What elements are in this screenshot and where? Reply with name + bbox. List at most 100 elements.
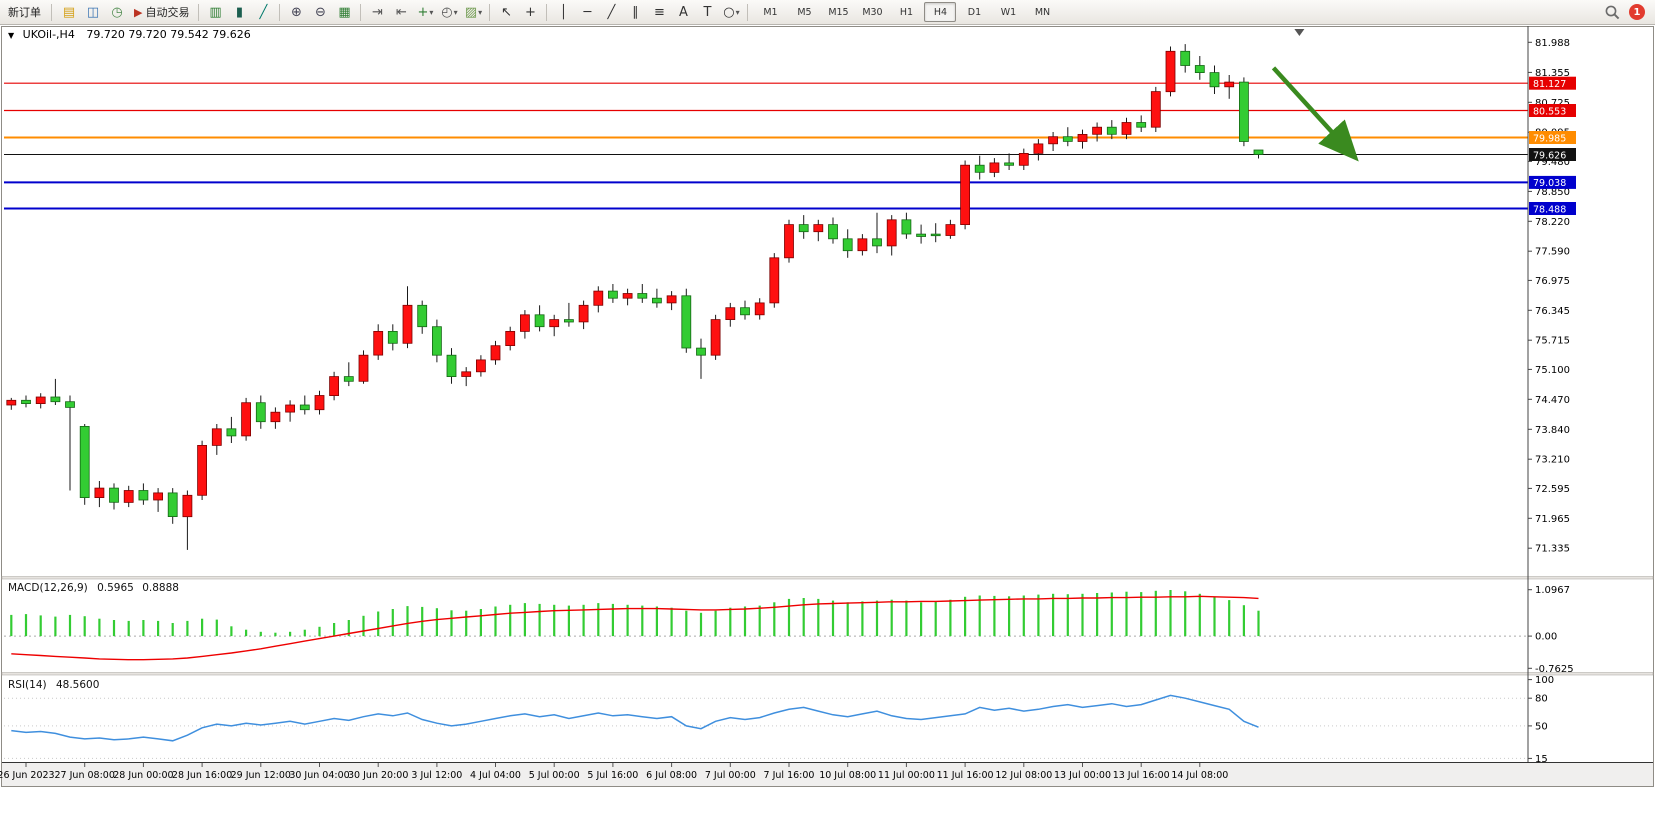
auto-trading-button[interactable]: ▶ 自动交易 bbox=[129, 1, 194, 23]
candle-body bbox=[828, 224, 838, 240]
annotations-layer[interactable] bbox=[1271, 29, 1359, 162]
timeframe-button-m1[interactable]: M1 bbox=[763, 6, 778, 18]
candlestick-chart-icon[interactable]: ▮ bbox=[227, 1, 251, 23]
text-icon[interactable]: A bbox=[671, 1, 695, 23]
macd-layer[interactable]: 1.0967 0.00 -0.7625 bbox=[4, 585, 1574, 675]
candle-body bbox=[740, 307, 750, 316]
timeframe-button-w1[interactable]: W1 bbox=[1000, 6, 1017, 18]
auto-scroll-icon[interactable]: ⇥ bbox=[365, 1, 389, 23]
candle-body bbox=[270, 411, 281, 423]
macd-main-value: 0.5965 bbox=[97, 582, 134, 594]
panel-separator[interactable] bbox=[1, 576, 1654, 580]
candle-body bbox=[593, 290, 604, 306]
candle-body bbox=[754, 302, 765, 316]
auto-trading-button: ▶ bbox=[134, 5, 143, 19]
data-window-icon[interactable]: ◷ bbox=[105, 1, 129, 23]
collapse-chart-icon[interactable]: ▼ bbox=[8, 31, 15, 40]
time-axis-label: 10 Jul 08:00 bbox=[819, 770, 876, 781]
time-axis-strip[interactable] bbox=[2, 763, 1653, 786]
profiles-icon[interactable]: ◫ bbox=[81, 1, 105, 23]
candle-body bbox=[681, 295, 692, 349]
price-axis-label: 72.595 bbox=[1535, 484, 1570, 495]
chart-shift-icon[interactable]: ⇤ bbox=[389, 1, 413, 23]
chevron-down-icon: ▾ bbox=[429, 7, 434, 17]
price-axis-label: 74.470 bbox=[1535, 395, 1570, 406]
timeframe-button-h1[interactable]: H1 bbox=[899, 6, 914, 18]
chart-shift-marker[interactable] bbox=[1294, 29, 1305, 36]
charts-stack-icon: ▤ bbox=[62, 4, 76, 20]
zoom-out-icon[interactable]: ⊖ bbox=[308, 1, 332, 23]
time-axis-label: 30 Jun 04:00 bbox=[289, 770, 349, 781]
candle-body bbox=[65, 401, 75, 408]
timeframe-button-d1[interactable]: D1 bbox=[967, 6, 982, 18]
templates-icon[interactable]: ▨ ▾ bbox=[461, 1, 485, 23]
rsi-value: 48.5600 bbox=[56, 679, 99, 691]
macd-signal-value: 0.8888 bbox=[142, 582, 179, 594]
candle-body bbox=[50, 396, 61, 403]
timeframe-button-mn[interactable]: MN bbox=[1034, 6, 1051, 18]
notification-badge[interactable]: 1 bbox=[1629, 4, 1645, 20]
candle-body bbox=[211, 428, 222, 446]
time-axis-label: 5 Jul 00:00 bbox=[529, 770, 580, 781]
toolbar-separator bbox=[279, 3, 281, 21]
timeframe-button-m30[interactable]: M30 bbox=[862, 6, 883, 18]
line-chart-icon[interactable]: ╱ bbox=[251, 1, 275, 23]
price-axis-label: 81.355 bbox=[1535, 68, 1570, 79]
charts-stack-icon[interactable]: ▤ bbox=[57, 1, 81, 23]
price-tag-text: 78.488 bbox=[1533, 204, 1566, 215]
panel-separator[interactable] bbox=[1, 672, 1654, 676]
cursor-icon[interactable]: ↖ bbox=[494, 1, 518, 23]
timeframe-button-m15[interactable]: M15 bbox=[828, 6, 849, 18]
candle-body bbox=[1165, 50, 1176, 93]
candle-body bbox=[784, 224, 794, 259]
trend-arrow-annotation[interactable] bbox=[1271, 66, 1359, 162]
candle-body bbox=[842, 238, 853, 252]
candle-body bbox=[534, 314, 545, 328]
price-axis-label: 73.840 bbox=[1535, 425, 1570, 436]
chevron-down-icon: ▾ bbox=[735, 7, 740, 17]
price-axis-label: 78.850 bbox=[1535, 187, 1570, 198]
channel-icon[interactable]: ∥ bbox=[623, 1, 647, 23]
zoom-in-icon[interactable]: ⊕ bbox=[284, 1, 308, 23]
time-axis-label: 13 Jul 16:00 bbox=[1113, 770, 1170, 781]
crosshair-icon[interactable]: + bbox=[518, 1, 542, 23]
candle-body bbox=[1077, 133, 1088, 142]
candle-body bbox=[123, 490, 134, 503]
horizontal-line-icon[interactable]: ─ bbox=[575, 1, 599, 23]
timeframe-button-m5[interactable]: M5 bbox=[797, 6, 812, 18]
tile-windows-icon[interactable]: ▦ bbox=[332, 1, 356, 23]
candle-body bbox=[490, 345, 501, 361]
rsi-label: RSI(14) 48.5600 bbox=[8, 679, 99, 691]
horizontal-levels-layer[interactable] bbox=[4, 82, 1528, 210]
price-tags-layer: 81.127 80.553 79.985 79.626 79.038 78.488 bbox=[1529, 76, 1576, 215]
candle-body bbox=[475, 359, 486, 373]
bar-chart-icon[interactable]: ▥ bbox=[203, 1, 227, 23]
toolbar-separator bbox=[546, 3, 548, 21]
price-axis-label: 75.100 bbox=[1535, 365, 1570, 376]
search-icon[interactable] bbox=[1604, 4, 1621, 21]
rsi-axis-label: 50 bbox=[1535, 721, 1548, 732]
channel-icon: ∥ bbox=[632, 4, 639, 20]
price-axis[interactable]: 81.98881.35580.72580.09579.48078.85078.2… bbox=[1, 26, 1654, 763]
new-order-button[interactable]: 新订单 bbox=[8, 6, 41, 19]
label-icon[interactable]: T bbox=[695, 1, 719, 23]
vertical-line-icon[interactable]: │ bbox=[551, 1, 575, 23]
shapes-icon[interactable]: ○ ▾ bbox=[719, 1, 743, 23]
candle-body bbox=[710, 319, 721, 356]
toolbar-separator bbox=[51, 3, 52, 21]
time-axis-label: 29 Jun 12:00 bbox=[231, 770, 291, 781]
fibonacci-icon[interactable]: ≡ bbox=[647, 1, 671, 23]
profiles-icon: ◫ bbox=[86, 4, 100, 20]
candle-body bbox=[387, 330, 398, 344]
periods-icon[interactable]: ◴ ▾ bbox=[437, 1, 461, 23]
indicators-icon[interactable]: + ▾ bbox=[413, 1, 437, 23]
candles-layer[interactable] bbox=[6, 44, 1264, 550]
timeframe-button-h4[interactable]: H4 bbox=[924, 2, 957, 22]
candle-body bbox=[6, 399, 17, 406]
rsi-layer[interactable]: 100 80 50 15 bbox=[4, 675, 1554, 765]
candle-body bbox=[798, 224, 809, 233]
toolbar-separator bbox=[360, 3, 362, 21]
trendline-icon[interactable]: ╱ bbox=[599, 1, 623, 23]
candle-body bbox=[1209, 72, 1220, 88]
